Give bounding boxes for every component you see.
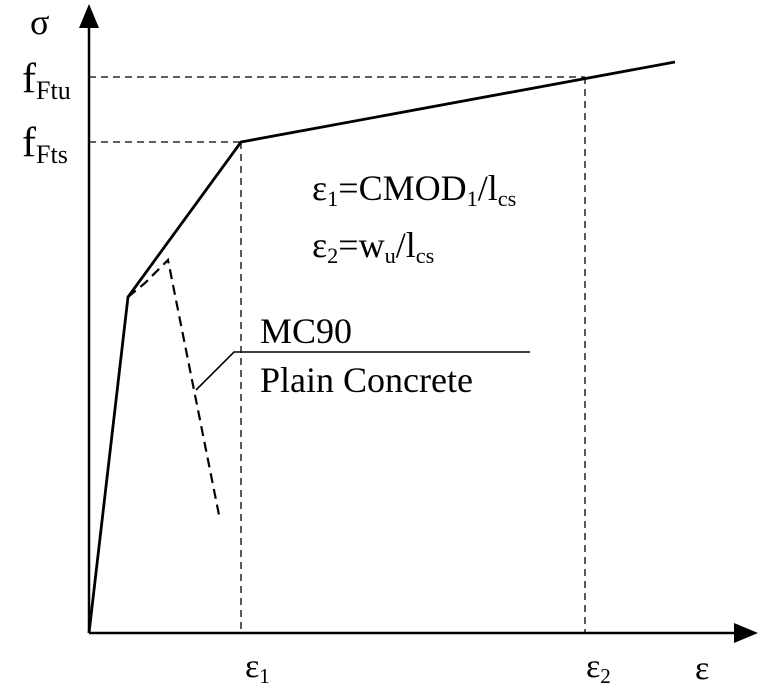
x-axis-arrowhead: [734, 623, 758, 643]
y-axis-arrowhead: [79, 4, 99, 28]
eps2-label: ε2: [586, 648, 611, 688]
eps1-definition: ε1=CMOD1/lcs: [312, 168, 517, 212]
x-axis-symbol: ε: [695, 650, 710, 687]
f-ftu-label: fFtu: [22, 56, 71, 106]
f-fts-label: fFts: [22, 120, 68, 170]
mc90-plain-concrete-curve: [127, 257, 222, 521]
eps2-definition: ε2=wu/lcs: [312, 225, 435, 269]
mc90-label: MC90: [260, 311, 353, 351]
annotation-leader-line: [195, 351, 530, 391]
eps1-label: ε1: [245, 648, 270, 688]
constitutive-law-curve: [87, 60, 676, 634]
y-axis-symbol: σ: [30, 2, 50, 42]
plain-concrete-label: Plain Concrete: [260, 360, 473, 400]
